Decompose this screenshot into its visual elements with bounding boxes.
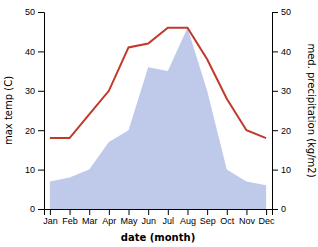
tick-label: Nov <box>239 216 256 226</box>
tick: 20 <box>272 126 291 136</box>
tick-label: Feb <box>62 216 78 226</box>
y2-axis: 0 10 20 30 40 50 <box>272 7 291 214</box>
tick: 40 <box>25 47 44 57</box>
tick-label: Apr <box>102 216 116 226</box>
tick-mark <box>50 209 51 215</box>
tick: 30 <box>272 86 291 96</box>
tick: 50 <box>272 7 291 17</box>
tick-label: Oct <box>220 216 235 226</box>
tick-mark <box>272 51 278 52</box>
tick-mark <box>38 170 44 171</box>
tick-label: 30 <box>25 86 35 96</box>
tick: Jan <box>43 209 58 226</box>
tick-label: Aug <box>180 216 196 226</box>
tick-mark <box>272 91 278 92</box>
tick-label: Jan <box>43 216 58 226</box>
tick: 20 <box>25 126 44 136</box>
tick-mark <box>148 209 149 215</box>
tick-label: 10 <box>281 165 291 175</box>
chart: Jan Feb Mar Apr MayJun Jul Aug Sep Oct NovDec 0 10 2… <box>0 0 318 247</box>
tick-label: 20 <box>281 126 291 136</box>
y2-axis-title: med. precipitation (kg/m2) <box>306 43 317 177</box>
tick-label: 50 <box>25 7 35 17</box>
tick-label: 20 <box>25 126 35 136</box>
tick-mark <box>38 51 44 52</box>
temperature-line <box>50 28 266 138</box>
tick-mark <box>38 91 44 92</box>
tick-label: 10 <box>25 165 35 175</box>
tick: Jul <box>163 209 175 226</box>
tick-mark <box>38 130 44 131</box>
plot: Jan Feb Mar Apr MayJun Jul Aug Sep Oct NovDec 0 10 2… <box>25 7 291 226</box>
tick-label: Sep <box>200 216 216 226</box>
tick: Sep <box>200 209 216 226</box>
tick: Apr <box>102 209 116 226</box>
tick-mark <box>266 209 267 215</box>
tick-mark <box>272 170 278 171</box>
tick-label: Jul <box>163 216 175 226</box>
tick-mark <box>272 209 278 210</box>
tick-mark <box>38 209 44 210</box>
axis-line <box>45 210 273 216</box>
tick-mark <box>89 209 90 215</box>
axis-line <box>273 13 279 210</box>
tick-mark <box>207 209 208 215</box>
tick: Aug <box>180 209 196 226</box>
tick: 10 <box>25 165 44 175</box>
tick-mark <box>227 209 228 215</box>
tick-mark <box>187 209 188 215</box>
x-axis: Jan Feb Mar Apr MayJun Jul Aug Sep Oct NovDec <box>43 209 275 226</box>
tick: Mar <box>82 209 98 226</box>
marks <box>50 28 266 209</box>
tick: Jun <box>141 209 156 226</box>
tick-label: 50 <box>281 7 291 17</box>
y-axis-title: max temp (C) <box>3 76 14 145</box>
tick: May <box>121 209 139 226</box>
tick-label: 40 <box>281 47 291 57</box>
tick: 30 <box>25 86 44 96</box>
tick-mark <box>38 12 44 13</box>
tick: Nov <box>239 209 256 226</box>
tick-mark <box>109 209 110 215</box>
tick: Feb <box>62 209 78 226</box>
tick-mark <box>70 209 71 215</box>
tick-label: May <box>121 216 139 226</box>
tick-mark <box>246 209 247 215</box>
tick: Oct <box>220 209 235 226</box>
tick-label: Dec <box>259 216 276 226</box>
tick: 0 <box>272 204 286 214</box>
tick-label: 30 <box>281 86 291 96</box>
y-axis: 0 10 20 30 40 50 <box>25 7 45 214</box>
tick: 10 <box>272 165 291 175</box>
tick-label: Jun <box>141 216 156 226</box>
tick-mark <box>272 130 278 131</box>
tick: 40 <box>272 47 291 57</box>
precipitation-area <box>50 28 266 209</box>
tick-label: 40 <box>25 47 35 57</box>
tick-label: 0 <box>30 204 35 214</box>
tick: 50 <box>25 7 44 17</box>
tick-mark <box>129 209 130 215</box>
tick-label: Mar <box>82 216 98 226</box>
tick-mark <box>168 209 169 215</box>
tick: 0 <box>30 204 44 214</box>
tick-label: 0 <box>281 204 286 214</box>
axis-line <box>38 13 45 210</box>
x-axis-title: date (month) <box>121 232 195 243</box>
tick-mark <box>272 12 278 13</box>
tick: Dec <box>259 209 276 226</box>
